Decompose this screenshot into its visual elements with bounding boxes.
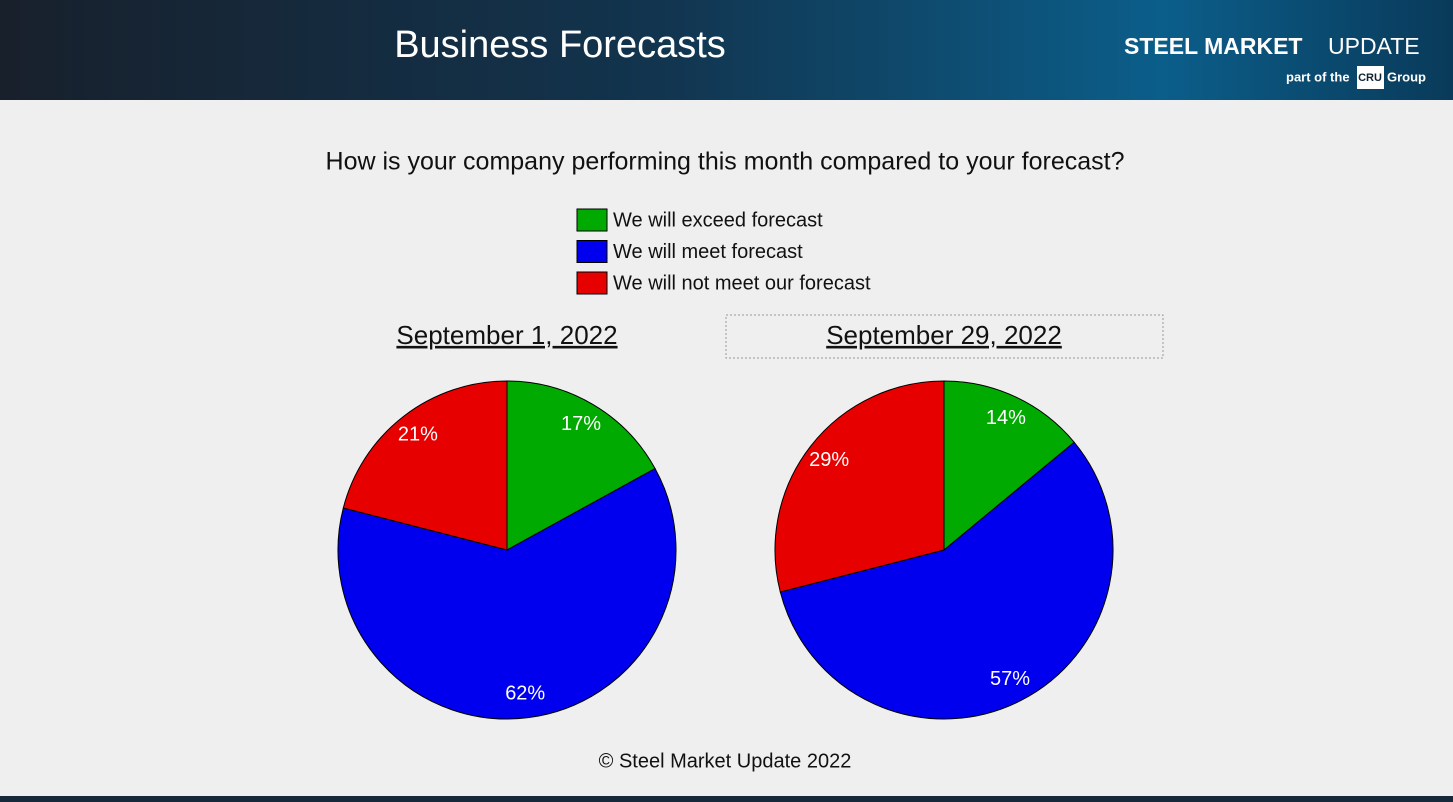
- legend-swatch: [576, 271, 608, 295]
- pie-slice: [943, 380, 1075, 552]
- slice-label: 21%: [398, 423, 438, 445]
- footer-bar: [0, 796, 1453, 802]
- subtitle: How is your company performing this mont…: [326, 148, 1125, 176]
- legend-label: We will meet forecast: [613, 241, 803, 263]
- logo-badge-box: [1357, 66, 1384, 89]
- pie-title: September 1, 2022: [396, 320, 617, 350]
- legend-label: We will exceed forecast: [613, 209, 823, 231]
- slice-label: 17%: [561, 413, 601, 435]
- footer-text: © Steel Market Update 2022: [599, 750, 852, 772]
- slice-label: 57%: [990, 668, 1030, 690]
- legend-swatch: [576, 240, 608, 263]
- pie-slice: [779, 441, 1114, 720]
- header-title: Business Forecasts: [394, 24, 726, 66]
- pie-slice: [774, 380, 945, 593]
- logo-badge: CRU: [1358, 72, 1382, 84]
- legend-swatch: [576, 208, 608, 232]
- legend-label: We will not meet our forecast: [613, 272, 871, 294]
- slice-label: 14%: [986, 407, 1026, 429]
- pie-slice: [342, 380, 508, 551]
- slice-label: 29%: [809, 449, 849, 471]
- logo-tagline: part of the: [1286, 69, 1350, 84]
- logo-brand-bold: STEEL MARKET: [1124, 33, 1302, 59]
- pies: September 1, 2022 17% 62% 21% September 29, …: [337, 320, 1114, 720]
- logo-group: Group: [1387, 69, 1426, 84]
- logo-brand-light: UPDATE: [1328, 33, 1420, 59]
- legend: We will exceed forecast We will meet fore…: [576, 208, 871, 295]
- header-bar: [0, 0, 1453, 100]
- slice-label: 62%: [505, 682, 545, 704]
- pie-title: September 29, 2022: [826, 320, 1062, 350]
- pie-slice: [337, 467, 677, 720]
- pie-slice: [506, 380, 656, 551]
